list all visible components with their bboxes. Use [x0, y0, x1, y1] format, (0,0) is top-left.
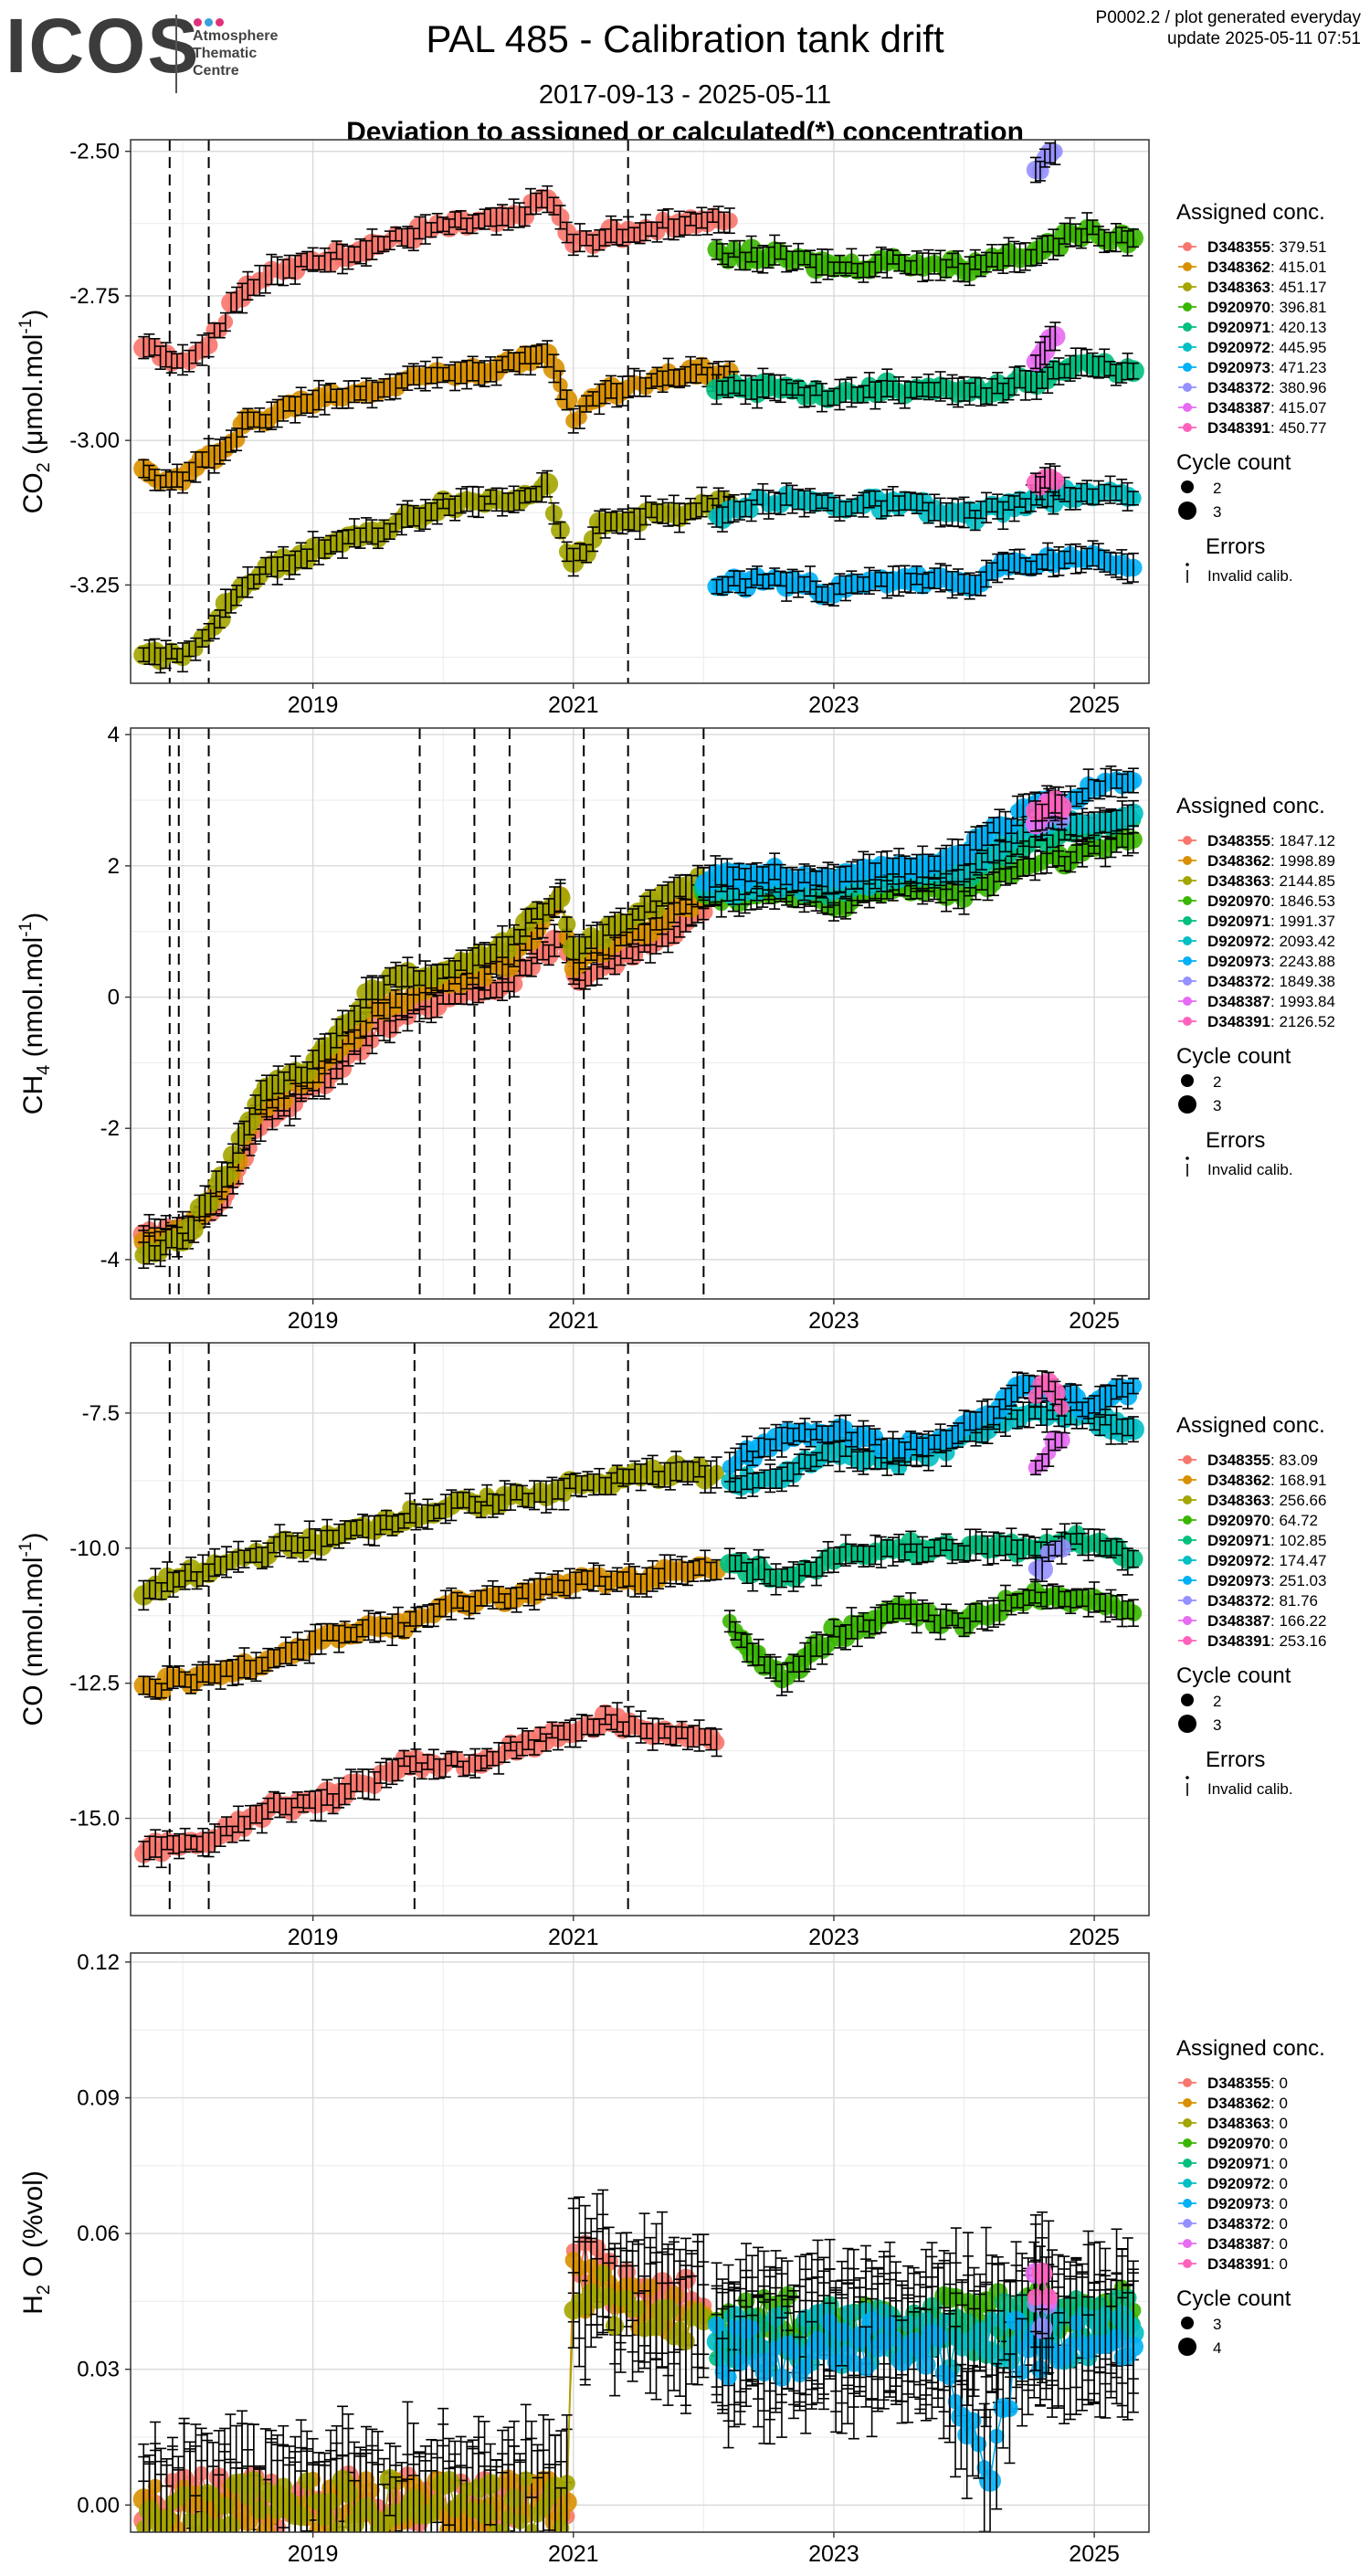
logo-subtitle-line: Atmosphere: [193, 28, 279, 44]
legend-error-key-dot: [1186, 563, 1189, 566]
logo-divider: [175, 15, 177, 93]
y-label-main: CO: [18, 472, 48, 513]
y-tick-label: -3.00: [69, 428, 120, 453]
date-range: 2017-09-13 - 2025-05-11: [538, 80, 832, 110]
logo-subtitle: Atmosphere Thematic Centre: [193, 27, 278, 79]
x-tick-label: 2023: [808, 692, 859, 718]
legend-tank-value: : 415.07: [1270, 399, 1326, 417]
legend-entry-label: D348372: 380.96: [1207, 379, 1326, 396]
legend-key-point: [1183, 363, 1192, 372]
y-label-space: [18, 455, 48, 462]
plot-meta: P0002.2 / plot generated everyday update…: [1096, 7, 1361, 49]
logo-dots: [194, 15, 227, 31]
series-D348387: [1026, 322, 1066, 373]
legend-tank-id: D920972: [1207, 339, 1270, 356]
legend-cycle-point: [1178, 501, 1196, 520]
chart-panel-co2: -2.50 -2.75 -3.00 -3.25 2019 2021 2023 2025 CO2 …: [16, 139, 1326, 718]
legend-entry-label: D920971: 420.13: [1207, 319, 1326, 336]
logo-subtitle-line: Centre: [193, 63, 239, 79]
legend-errors-title: Errors: [1206, 534, 1265, 559]
legend-entry-label: D348362: 415.01: [1207, 259, 1326, 276]
icos-logo: ICOS: [5, 3, 201, 89]
legend-key-point: [1183, 403, 1192, 412]
x-tick-label: 2021: [548, 692, 599, 718]
legend-key-point: [1183, 322, 1192, 332]
legend-tank-value: : 380.96: [1270, 379, 1326, 396]
meta-line: P0002.2 / plot generated everyday: [1095, 8, 1361, 27]
legend-tank-value: : 471.23: [1270, 359, 1326, 376]
legend-entry-label: D920973: 471.23: [1207, 359, 1326, 376]
legend-tank-id: D920970: [1207, 299, 1270, 316]
panel-border: [130, 139, 1150, 684]
legend-tank-id: D348387: [1207, 399, 1270, 417]
series-D920971: [706, 347, 1144, 413]
legend-key-point: [1183, 343, 1192, 352]
series-layer: [132, 765, 1143, 1270]
y-axis-label: CO2 (μmol.mol-1): [16, 310, 54, 514]
series-D920973: [707, 540, 1143, 607]
legend-key-point: [1183, 302, 1192, 311]
plot-background: [131, 728, 1149, 1299]
legend-key-point: [1183, 423, 1192, 432]
legend-tank-value: : 450.77: [1270, 419, 1326, 437]
y-label-subscript: 2: [34, 462, 54, 472]
legend-entry-label: D920970: 396.81: [1207, 299, 1326, 316]
series-D920972: [708, 475, 1142, 533]
y-label-superscript: -1: [16, 319, 36, 334]
series-layer: [133, 140, 1144, 674]
y-label-unit: (μmol.mol: [18, 334, 48, 455]
legend-tank-value: : 420.13: [1270, 319, 1326, 336]
series-D920973: [695, 765, 1143, 899]
legend-tank-id: D348362: [1207, 259, 1270, 276]
x-tick-label: 2025: [1069, 692, 1120, 718]
legend-tank-id: D348391: [1207, 419, 1270, 437]
y-tick-label: -2.75: [69, 284, 120, 309]
legend-tank-value: : 415.01: [1270, 259, 1326, 276]
legend-key-point: [1183, 242, 1192, 251]
legend-tank-value: : 379.51: [1270, 238, 1326, 256]
legend-entry-label: D920972: 445.95: [1207, 339, 1326, 356]
legend-tank-value: : 396.81: [1270, 299, 1326, 316]
legend-tank-value: : 445.95: [1270, 339, 1326, 356]
legend-tank-id: D920971: [1207, 319, 1270, 336]
series-D348362: [133, 340, 739, 494]
logo-dot: [194, 18, 202, 26]
legend-cycle-title: Cycle count: [1176, 450, 1291, 475]
logo-dot: [205, 18, 213, 26]
y-tick-label: -3.25: [69, 573, 120, 597]
legend-tank-id: D348355: [1207, 238, 1270, 256]
legend-entry-label: D348391: 450.77: [1207, 419, 1326, 437]
legend-cycle-point: [1181, 480, 1194, 493]
legend-tank-id: D348363: [1207, 279, 1270, 296]
legend-cycle-label: 2: [1213, 480, 1221, 497]
x-tick-label: 2019: [288, 692, 339, 718]
legend-tank-id: D920973: [1207, 359, 1270, 376]
legend-title: Assigned conc.: [1176, 200, 1325, 225]
series-D348355: [133, 185, 738, 376]
legend-tank-id: D348372: [1207, 379, 1270, 396]
legend-entry-label: D348355: 379.51: [1207, 238, 1326, 256]
series-D348391: [1026, 463, 1065, 501]
legend-key-point: [1183, 383, 1192, 392]
legend-entry-label: D348387: 415.07: [1207, 399, 1326, 417]
legend-key-point: [1183, 282, 1192, 291]
logo-subtitle-line: Thematic: [193, 46, 258, 61]
legend-entry-label: D348363: 451.17: [1207, 279, 1326, 296]
series-D348363: [134, 864, 711, 1270]
series-D348372: [1026, 140, 1063, 184]
series-D348363: [133, 470, 740, 674]
y-tick-label: -2.50: [69, 140, 120, 164]
legend-key-point: [1183, 262, 1192, 271]
legend-cycle-label: 3: [1213, 503, 1221, 521]
y-label-close: ): [18, 310, 48, 319]
logo-dot: [216, 18, 224, 26]
page-title: PAL 485 - Calibration tank drift: [426, 17, 944, 60]
meta-line: update 2025-05-11 07:51: [1167, 29, 1361, 48]
series-D920970: [707, 212, 1143, 287]
legend-tank-value: : 451.17: [1270, 279, 1326, 296]
legend-errors-label: Invalid calib.: [1207, 567, 1293, 585]
